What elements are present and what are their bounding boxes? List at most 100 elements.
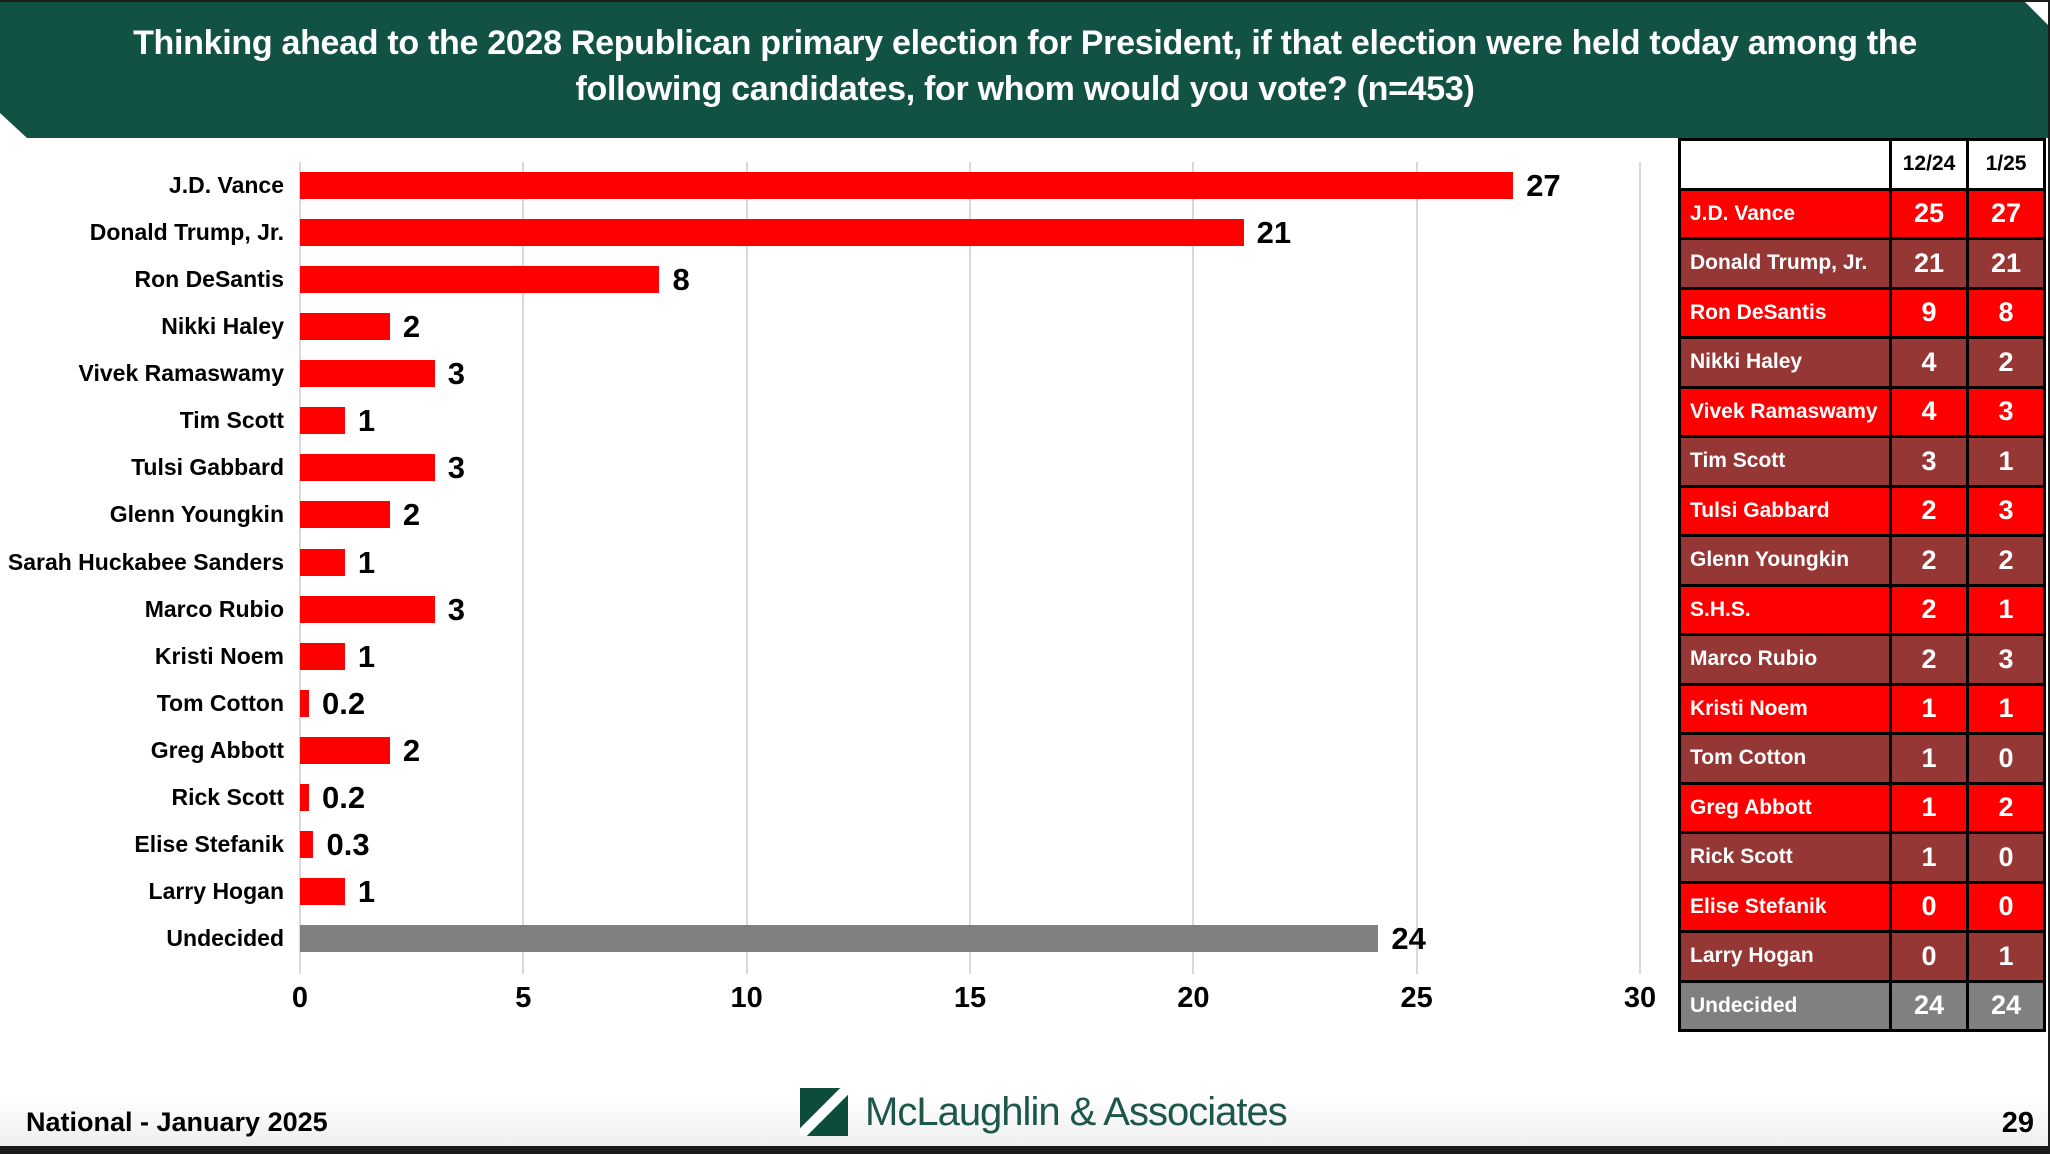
page-title: Thinking ahead to the 2028 Republican pr… <box>133 21 1917 116</box>
bar-value-label: 3 <box>447 450 466 486</box>
table-cell-name: Tom Cotton <box>1681 735 1889 782</box>
bottom-border-strip <box>0 1146 2050 1154</box>
category-label: Nikki Haley <box>161 313 284 340</box>
axis-tick-label: 30 <box>1623 982 1657 1014</box>
table-cell-name: Marco Rubio <box>1681 636 1889 683</box>
table-row: Nikki Haley 4 2 <box>1681 336 2043 386</box>
bar <box>300 454 435 482</box>
table-cell-jan25: 0 <box>1966 735 2043 782</box>
category-label: Glenn Youngkin <box>109 501 284 528</box>
bar <box>300 501 390 529</box>
table-row: Kristi Noem 1 1 <box>1681 682 2043 732</box>
bar-row: Tulsi Gabbard 3 <box>0 444 1648 491</box>
mclaughlin-logo-icon <box>800 1088 848 1136</box>
bar-row: Tom Cotton 0.2 <box>0 680 1648 727</box>
bar-value-label: 0.2 <box>321 779 366 815</box>
table-row: Undecided 24 24 <box>1681 979 2043 1029</box>
table-cell-name: Greg Abbott <box>1681 784 1889 831</box>
table-cell-name: Nikki Haley <box>1681 339 1889 386</box>
bar-track: 2 <box>300 499 1648 530</box>
table-row: Ron DeSantis 9 8 <box>1681 286 2043 336</box>
bar <box>300 877 345 905</box>
bar-track: 3 <box>300 591 1648 627</box>
table-cell-jan25: 2 <box>1966 537 2043 584</box>
gridline <box>745 162 748 974</box>
bar-track: 0.2 <box>300 779 1648 815</box>
table-cell-jan25: 1 <box>1966 933 2043 980</box>
table-cell-dec24: 2 <box>1889 487 1966 534</box>
table-cell-dec24: 2 <box>1889 586 1966 633</box>
bar-track: 24 <box>300 921 1648 957</box>
axis-tick-label: 25 <box>1400 982 1433 1014</box>
table-cell-jan25: 3 <box>1966 636 2043 683</box>
table-cell-jan25: 1 <box>1966 438 2043 485</box>
company-logo-text: McLaughlin & Associates <box>865 1089 1288 1134</box>
page-title-line1: Thinking ahead to the 2028 Republican pr… <box>133 24 1917 63</box>
bar-track: 21 <box>300 217 1648 248</box>
category-label: J.D. Vance <box>168 172 284 199</box>
table-cell-dec24: 9 <box>1889 289 1966 336</box>
bar-row: J.D. Vance 27 <box>0 162 1648 209</box>
table-cell-name: Glenn Youngkin <box>1681 537 1889 584</box>
table-cell-jan25: 0 <box>1966 883 2043 930</box>
bar-row: Marco Rubio 3 <box>0 586 1648 633</box>
table-header-jan25: 1/25 <box>1966 141 2043 188</box>
table-cell-name: Ron DeSantis <box>1681 289 1889 336</box>
bar <box>300 407 345 435</box>
slide-right-edge <box>2048 0 2050 1154</box>
bar-row: Larry Hogan 1 <box>0 868 1648 915</box>
table-row: S.H.S. 2 1 <box>1681 583 2043 633</box>
table-cell-name: Vivek Ramaswamy <box>1681 388 1889 435</box>
bar <box>300 172 1514 200</box>
bar-track: 1 <box>300 641 1648 672</box>
table-cell-dec24: 0 <box>1889 933 1966 980</box>
table-cell-jan25: 0 <box>1966 834 2043 881</box>
table-row: Marco Rubio 2 3 <box>1681 633 2043 683</box>
bar-track: 0.3 <box>300 829 1648 860</box>
table-cell-dec24: 2 <box>1889 636 1966 683</box>
bar-track: 1 <box>300 873 1648 909</box>
bar-value-label: 1 <box>357 403 376 439</box>
bar-row: Nikki Haley 2 <box>0 303 1648 350</box>
category-label: Vivek Ramaswamy <box>78 360 284 387</box>
bar-row: Elise Stefanik 0.3 <box>0 821 1648 868</box>
bar-row: Glenn Youngkin 2 <box>0 491 1648 538</box>
table-cell-jan25: 3 <box>1966 487 2043 534</box>
gridline <box>969 162 971 974</box>
table-cell-name: Kristi Noem <box>1681 685 1889 732</box>
table-cell-dec24: 21 <box>1889 240 1966 287</box>
bar-row: Undecided 24 <box>0 915 1648 962</box>
bar <box>300 595 435 623</box>
bar-track: 2 <box>300 735 1648 766</box>
axis-tick-label: 0 <box>291 982 309 1014</box>
table-cell-name: J.D. Vance <box>1681 190 1889 237</box>
table-header-row: 12/24 1/25 <box>1681 141 2043 188</box>
table-cell-jan25: 1 <box>1966 685 2043 732</box>
bar <box>300 689 309 717</box>
bar-track: 0.2 <box>300 688 1648 719</box>
table-cell-dec24: 0 <box>1889 883 1966 930</box>
footer-background <box>0 1094 2050 1146</box>
axis-tick-label: 15 <box>953 982 987 1014</box>
bar-row: Donald Trump, Jr. 21 <box>0 209 1648 256</box>
category-label: Donald Trump, Jr. <box>89 219 284 246</box>
table-row: Tulsi Gabbard 2 3 <box>1681 484 2043 534</box>
gridline <box>522 162 525 974</box>
table-cell-jan25: 8 <box>1966 289 2043 336</box>
table-cell-dec24: 2 <box>1889 537 1966 584</box>
bar-value-label: 1 <box>357 873 376 909</box>
category-label: Elise Stefanik <box>134 830 284 857</box>
category-label: Marco Rubio <box>144 595 284 622</box>
category-label: Rick Scott <box>171 783 284 810</box>
axis-tick-label: 10 <box>730 982 763 1014</box>
table-cell-name: Larry Hogan <box>1681 933 1889 980</box>
table-cell-jan25: 21 <box>1966 240 2043 287</box>
bar-value-label: 3 <box>447 591 466 627</box>
bar-row: Greg Abbott 2 <box>0 727 1648 774</box>
table-cell-jan25: 2 <box>1966 339 2043 386</box>
table-cell-name: Rick Scott <box>1681 834 1889 881</box>
bar-value-label: 24 <box>1391 921 1426 957</box>
table-cell-jan25: 2 <box>1966 784 2043 831</box>
bar-value-label: 1 <box>357 544 376 580</box>
